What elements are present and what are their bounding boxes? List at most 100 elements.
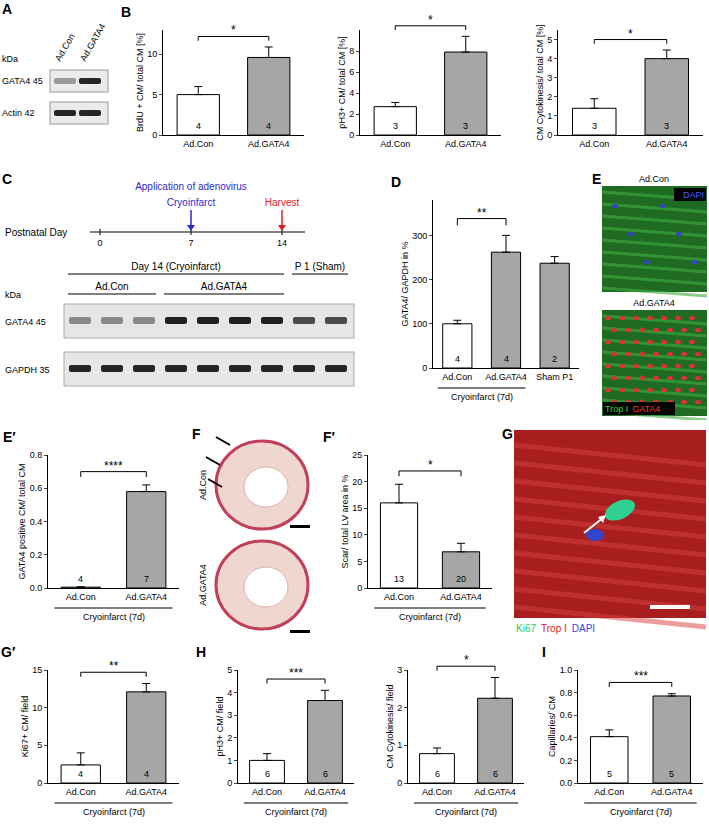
svg-text:0: 0 (349, 130, 354, 140)
svg-text:Sham P1: Sham P1 (536, 372, 573, 382)
svg-text:Cryoinfarct (7d): Cryoinfarct (7d) (451, 392, 513, 402)
svg-text:Ad.GATA4: Ad.GATA4 (125, 592, 167, 602)
svg-text:6: 6 (493, 769, 498, 779)
svg-text:Ad.Con: Ad.Con (95, 281, 128, 292)
svg-text:Ad.GATA4: Ad.GATA4 (201, 281, 248, 292)
svg-text:Ad.GATA4: Ad.GATA4 (474, 787, 516, 797)
svg-text:Ad.Con: Ad.Con (53, 32, 77, 63)
svg-text:4: 4 (349, 88, 354, 98)
svg-text:Day 14 (Cryoinfarct): Day 14 (Cryoinfarct) (131, 261, 220, 272)
svg-text:3: 3 (397, 665, 402, 675)
svg-text:4: 4 (227, 688, 232, 698)
svg-text:0.0: 0.0 (560, 778, 573, 788)
svg-text:Ad.Con: Ad.Con (198, 470, 208, 500)
svg-text:H: H (196, 644, 206, 660)
svg-text:4: 4 (266, 121, 271, 131)
svg-text:****: **** (104, 459, 123, 473)
svg-text:6: 6 (435, 769, 440, 779)
svg-text:2: 2 (552, 354, 557, 364)
svg-text:0.0: 0.0 (30, 583, 43, 593)
svg-text:Cryoinfarct (7d): Cryoinfarct (7d) (435, 807, 497, 817)
svg-text:2: 2 (227, 733, 232, 743)
svg-text:Ad.Con: Ad.Con (442, 372, 472, 382)
svg-text:0: 0 (152, 130, 157, 140)
svg-text:Postnatal Day: Postnatal Day (5, 227, 67, 238)
svg-text:0.2: 0.2 (30, 550, 43, 560)
svg-text:1: 1 (547, 111, 552, 121)
svg-text:0: 0 (397, 778, 402, 788)
svg-text:20: 20 (456, 574, 466, 584)
svg-text:0: 0 (37, 778, 42, 788)
svg-text:5: 5 (547, 35, 552, 45)
svg-text:D: D (391, 174, 401, 190)
svg-text:DAPI: DAPI (683, 190, 704, 200)
svg-text:Ad.Con: Ad.Con (594, 787, 624, 797)
svg-text:*: * (231, 23, 236, 37)
svg-text:5: 5 (152, 90, 157, 100)
svg-text:2: 2 (397, 703, 402, 713)
svg-text:2: 2 (547, 92, 552, 102)
svg-text:Ad.GATA4: Ad.GATA4 (440, 592, 482, 602)
svg-text:5: 5 (669, 769, 674, 779)
svg-text:0.6: 0.6 (560, 710, 573, 720)
svg-text:200: 200 (412, 275, 427, 285)
svg-text:10: 10 (147, 49, 157, 59)
svg-text:0.2: 0.2 (560, 756, 573, 766)
svg-text:Ad.GATA4: Ad.GATA4 (78, 22, 108, 63)
svg-text:Capillaries/ CM: Capillaries/ CM (547, 696, 557, 757)
svg-text:F: F (192, 426, 201, 442)
svg-text:2: 2 (349, 109, 354, 119)
svg-text:Cryoinfarct (7d): Cryoinfarct (7d) (83, 612, 145, 622)
svg-text:GAPDH 35: GAPDH 35 (5, 365, 50, 375)
svg-text:Ad.Con: Ad.Con (384, 592, 414, 602)
svg-text:*: * (628, 27, 633, 41)
svg-text:Ad.GATA4: Ad.GATA4 (445, 139, 487, 149)
svg-text:CM Cytokinesis/ total CM [%]: CM Cytokinesis/ total CM [%] (535, 24, 545, 141)
svg-text:4: 4 (78, 769, 83, 779)
svg-text:0: 0 (227, 778, 232, 788)
svg-text:0.8: 0.8 (560, 688, 573, 698)
svg-text:15: 15 (352, 503, 362, 513)
svg-text:Scar/ total LV area in %: Scar/ total LV area in % (340, 475, 350, 569)
svg-text:6: 6 (265, 769, 270, 779)
svg-text:**: ** (109, 659, 119, 673)
svg-text:300: 300 (412, 231, 427, 241)
svg-text:Cryoinfarct (7d): Cryoinfarct (7d) (265, 807, 327, 817)
svg-text:I: I (542, 644, 546, 660)
svg-text:3: 3 (227, 710, 232, 720)
svg-text:Ad.GATA4: Ad.GATA4 (198, 564, 208, 606)
svg-text:P 1 (Sham): P 1 (Sham) (295, 261, 345, 272)
svg-text:6: 6 (349, 67, 354, 77)
svg-text:10: 10 (352, 530, 362, 540)
svg-text:Cryoinfarct (7d): Cryoinfarct (7d) (610, 807, 672, 817)
svg-text:0: 0 (547, 130, 552, 140)
svg-text:E: E (592, 171, 601, 187)
svg-text:100: 100 (412, 319, 427, 329)
svg-text:Ad.Con: Ad.Con (422, 787, 452, 797)
svg-text:3: 3 (592, 121, 597, 131)
svg-text:Cryoinfarct (7d): Cryoinfarct (7d) (83, 807, 145, 817)
svg-text:3: 3 (664, 121, 669, 131)
svg-text:15: 15 (32, 665, 42, 675)
svg-text:Actin 42: Actin 42 (2, 108, 35, 118)
svg-text:G′: G′ (1, 644, 16, 660)
svg-text:Application of adenovirus: Application of adenovirus (135, 181, 247, 192)
svg-text:0.4: 0.4 (560, 733, 573, 743)
svg-text:4: 4 (504, 354, 509, 364)
svg-text:1.0: 1.0 (560, 665, 573, 675)
svg-text:Ad.Con: Ad.Con (380, 139, 410, 149)
svg-text:*: * (428, 13, 433, 27)
svg-text:Harvest: Harvest (265, 197, 300, 208)
svg-text:Cryoinfarct (7d): Cryoinfarct (7d) (399, 612, 461, 622)
svg-text:10: 10 (32, 703, 42, 713)
svg-text:4: 4 (547, 54, 552, 64)
svg-text:***: *** (634, 669, 648, 683)
svg-text:kDa: kDa (2, 54, 18, 64)
svg-text:1: 1 (397, 740, 402, 750)
svg-text:5: 5 (357, 557, 362, 567)
svg-text:CM Cytokinesis/ field: CM Cytokinesis/ field (385, 684, 395, 768)
svg-text:GATA4/ GAPDH in %: GATA4/ GAPDH in % (400, 241, 410, 326)
svg-text:0: 0 (97, 238, 102, 248)
svg-text:Ki67Trop IDAPI: Ki67Trop IDAPI (516, 623, 595, 634)
svg-text:5: 5 (227, 665, 232, 675)
